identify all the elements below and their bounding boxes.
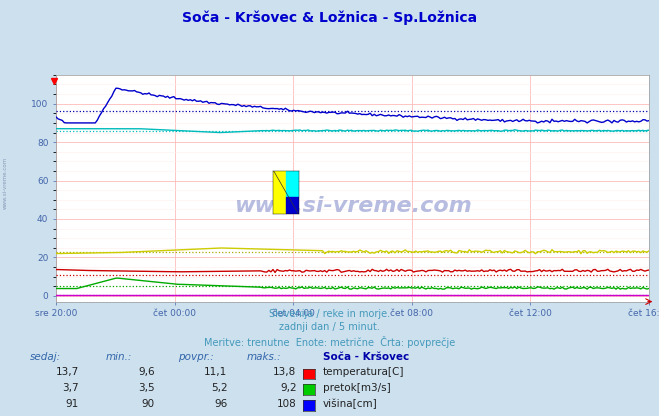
Text: www.si-vreme.com: www.si-vreme.com (3, 157, 8, 209)
Text: www.si-vreme.com: www.si-vreme.com (234, 196, 471, 216)
Text: 5,2: 5,2 (211, 383, 227, 393)
Text: Meritve: trenutne  Enote: metrične  Črta: povprečje: Meritve: trenutne Enote: metrične Črta: … (204, 336, 455, 348)
Text: temperatura[C]: temperatura[C] (323, 367, 405, 377)
Text: zadnji dan / 5 minut.: zadnji dan / 5 minut. (279, 322, 380, 332)
Text: Soča - Kršovec: Soča - Kršovec (323, 352, 409, 362)
Text: min.:: min.: (105, 352, 132, 362)
Text: višina[cm]: višina[cm] (323, 399, 378, 409)
Text: 9,2: 9,2 (280, 383, 297, 393)
Text: maks.:: maks.: (247, 352, 282, 362)
Bar (286, 197, 299, 214)
Text: Slovenija / reke in morje.: Slovenija / reke in morje. (269, 309, 390, 319)
Text: 11,1: 11,1 (204, 367, 227, 377)
Bar (286, 171, 299, 197)
Text: 3,5: 3,5 (138, 383, 155, 393)
Text: 90: 90 (142, 399, 155, 409)
Text: povpr.:: povpr.: (178, 352, 214, 362)
Text: 3,7: 3,7 (63, 383, 79, 393)
Text: pretok[m3/s]: pretok[m3/s] (323, 383, 391, 393)
Text: sedaj:: sedaj: (30, 352, 61, 362)
Text: 9,6: 9,6 (138, 367, 155, 377)
Text: 96: 96 (214, 399, 227, 409)
Text: 108: 108 (277, 399, 297, 409)
Text: 13,8: 13,8 (273, 367, 297, 377)
Text: 91: 91 (66, 399, 79, 409)
Text: Soča - Kršovec & Ložnica - Sp.Ložnica: Soča - Kršovec & Ložnica - Sp.Ložnica (182, 10, 477, 25)
Bar (273, 171, 286, 214)
Text: 13,7: 13,7 (56, 367, 79, 377)
